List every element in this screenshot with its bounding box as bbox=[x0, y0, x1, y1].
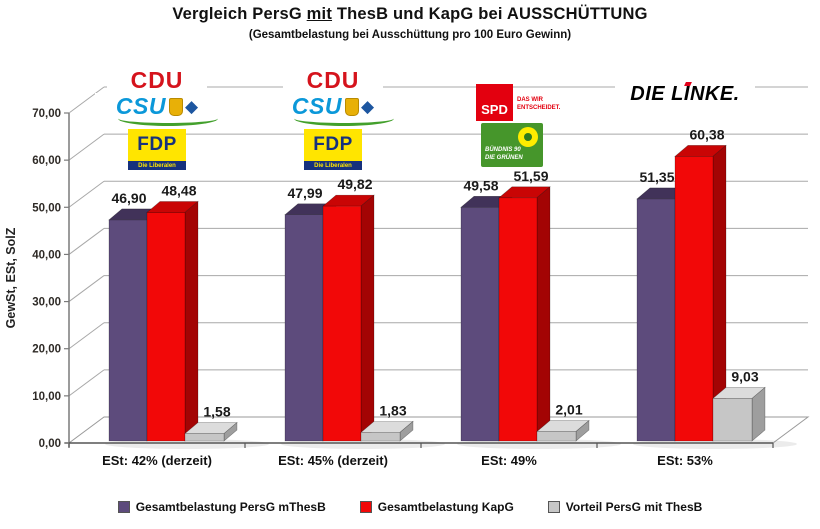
y-tick-label: 0,00 bbox=[39, 438, 61, 450]
legend-label: Gesamtbelastung PersG mThesB bbox=[135, 500, 326, 514]
fdp-logo: FDP Die Liberalen bbox=[304, 129, 362, 170]
bar bbox=[674, 144, 727, 442]
bar-value-label: 1,58 bbox=[203, 404, 230, 420]
bar-group-3 bbox=[636, 144, 766, 442]
csu-logo: CSU ◆ bbox=[271, 93, 395, 127]
sunflower-icon bbox=[518, 127, 538, 147]
bar bbox=[498, 186, 551, 442]
title-pre: Vergleich PersG bbox=[172, 5, 307, 23]
linke-part1: DIE L bbox=[630, 83, 684, 105]
fdp-logo-subtext: Die Liberalen bbox=[304, 161, 362, 170]
gruene-logo: BÜNDNIS 90 DIE GRÜNEN bbox=[481, 123, 543, 167]
csu-swoosh-icon bbox=[293, 111, 394, 126]
bar bbox=[322, 194, 375, 442]
legend-item-persg-mthesb: Gesamtbelastung PersG mThesB bbox=[117, 500, 326, 514]
legend-label: Gesamtbelastung KapG bbox=[377, 500, 514, 514]
bar-value-label: 48,48 bbox=[161, 182, 196, 198]
csu-swoosh-icon bbox=[117, 111, 218, 126]
legend: Gesamtbelastung PersG mThesB Gesamtbelas… bbox=[0, 500, 820, 514]
csu-logo: CSU ◆ bbox=[95, 93, 219, 127]
legend-label: Vorteil PersG mit ThesB bbox=[565, 500, 703, 514]
y-tick-label: 60,00 bbox=[32, 155, 61, 167]
fdp-logo-subtext: Die Liberalen bbox=[128, 161, 186, 170]
legend-item-vorteil: Vorteil PersG mit ThesB bbox=[547, 500, 703, 514]
spd-claim: DAS WIR ENTSCHEIDET. bbox=[517, 97, 561, 112]
bar-group-0 bbox=[108, 200, 238, 442]
fdp-logo: FDP Die Liberalen bbox=[128, 129, 186, 170]
y-tick-label: 40,00 bbox=[32, 249, 61, 261]
spd-claim-line1: DAS WIR bbox=[517, 97, 543, 103]
cdu-logo: CDU bbox=[107, 68, 207, 93]
y-tick-label: 30,00 bbox=[32, 297, 61, 309]
legend-swatch-red bbox=[359, 501, 372, 513]
page-subtitle: (Gesamtbelastung bei Ausschüttung pro 10… bbox=[248, 29, 572, 41]
y-tick-label: 70,00 bbox=[32, 108, 61, 120]
legend-swatch-gray bbox=[547, 501, 560, 513]
spd-claim-line2: ENTSCHEIDET. bbox=[517, 104, 561, 111]
gruene-line1: BÜNDNIS 90 bbox=[485, 147, 521, 153]
bar bbox=[146, 200, 199, 442]
bar bbox=[712, 386, 766, 442]
spd-logo-text: SPD bbox=[481, 102, 508, 117]
bar-value-label: 46,90 bbox=[111, 190, 146, 206]
bar bbox=[184, 421, 238, 442]
fdp-logo-text: FDP bbox=[304, 129, 362, 161]
bar-value-label: 47,99 bbox=[287, 185, 322, 201]
die-linke-logo: DIE LINKE. bbox=[615, 82, 755, 106]
gruene-line2: DIE GRÜNEN bbox=[485, 154, 523, 161]
bar-value-label: 9,03 bbox=[731, 368, 758, 384]
bar-value-label: 51,59 bbox=[513, 168, 548, 184]
bar bbox=[360, 420, 414, 442]
bar-group-2 bbox=[460, 186, 590, 442]
bar-value-label: 60,38 bbox=[689, 126, 724, 142]
cdu-logo: CDU bbox=[283, 68, 383, 93]
y-tick-label: 20,00 bbox=[32, 344, 61, 356]
bar bbox=[536, 419, 590, 442]
x-category-label: ESt: 49% bbox=[481, 453, 537, 468]
x-category-label: ESt: 42% (derzeit) bbox=[102, 453, 212, 468]
bar-group-1 bbox=[284, 194, 414, 442]
x-category-label: ESt: 45% (derzeit) bbox=[278, 453, 388, 468]
bar-value-label: 1,83 bbox=[379, 402, 406, 418]
title-mit: mit bbox=[306, 5, 333, 23]
spd-logo: SPD bbox=[476, 84, 513, 121]
linke-i-accent: I bbox=[683, 83, 690, 105]
legend-item-kapg: Gesamtbelastung KapG bbox=[359, 500, 514, 514]
bar-value-label: 51,35 bbox=[639, 169, 674, 185]
y-tick-label: 50,00 bbox=[32, 202, 61, 214]
legend-swatch-purple bbox=[117, 501, 130, 513]
page-title: Vergleich PersG mit ThesB und KapG bei A… bbox=[0, 5, 820, 24]
bar-value-label: 49,82 bbox=[337, 176, 372, 192]
bar-value-label: 2,01 bbox=[555, 402, 582, 418]
title-post: ThesB und KapG bei AUSSCHÜTTUNG bbox=[332, 5, 648, 23]
bar-value-label: 49,58 bbox=[463, 177, 498, 193]
gruene-logo-text: BÜNDNIS 90 DIE GRÜNEN bbox=[485, 147, 523, 162]
fdp-logo-text: FDP bbox=[128, 129, 186, 161]
x-category-label: ESt: 53% bbox=[657, 453, 713, 468]
linke-part2: NKE. bbox=[689, 83, 740, 105]
y-tick-label: 10,00 bbox=[32, 391, 61, 403]
